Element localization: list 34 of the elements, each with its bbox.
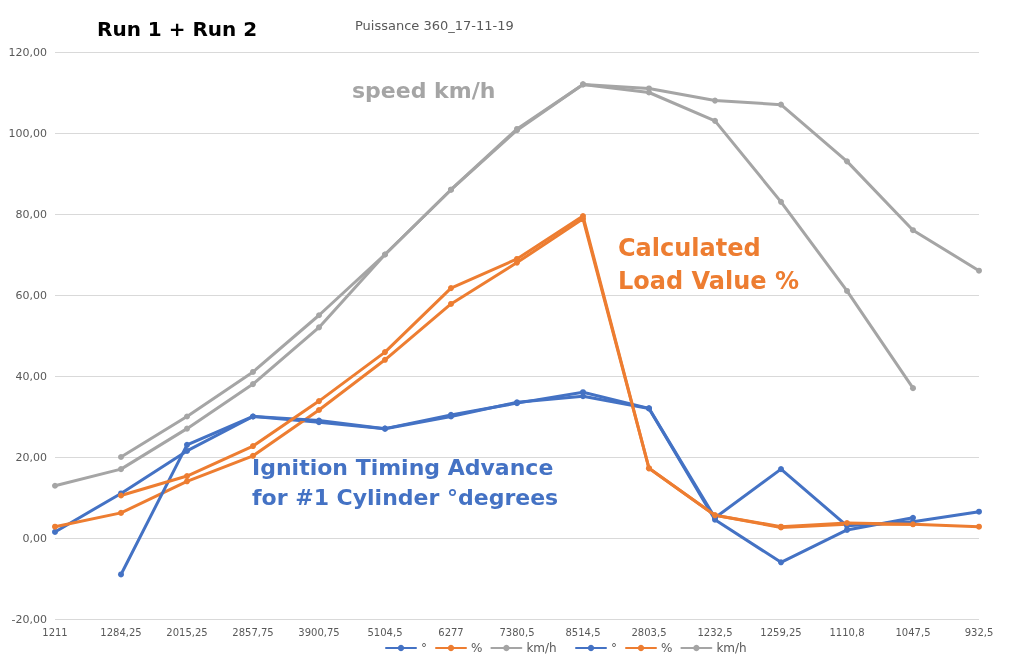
- y-tick-label: 80,00: [15, 207, 47, 221]
- annotation: Calculated Load Value %: [618, 234, 799, 295]
- x-tick-label: 8514,5: [565, 626, 601, 638]
- legend-label: km/h: [716, 641, 747, 655]
- y-tick-label: 60,00: [15, 288, 47, 302]
- y-tick-label: -20,00: [11, 612, 47, 626]
- legend-label: °: [421, 641, 427, 655]
- chart-title: Run 1 + Run 2: [97, 17, 258, 41]
- x-tick-label: 1110,8: [829, 626, 865, 638]
- legend-label: %: [471, 641, 483, 655]
- y-tick-label: 120,00: [8, 45, 47, 59]
- x-tick-label: 1284,25: [100, 626, 142, 638]
- y-tick-label: 0,00: [22, 531, 47, 545]
- x-tick-label: 3900,75: [298, 626, 340, 638]
- x-tick-label: 5104,5: [367, 626, 403, 638]
- x-tick-label: 1047,5: [895, 626, 931, 638]
- y-tick-label: 100,00: [8, 126, 47, 140]
- legend-label: km/h: [526, 641, 557, 655]
- x-tick-label: 932,5: [964, 626, 994, 638]
- x-tick-label: 6277: [438, 626, 464, 638]
- x-tick-label: 2857,75: [232, 626, 274, 638]
- x-tick-label: 2803,5: [631, 626, 667, 638]
- x-tick-label: 1232,5: [697, 626, 733, 638]
- x-tick-label: 1259,25: [760, 626, 802, 638]
- x-tick-label: 7380,5: [499, 626, 535, 638]
- y-tick-label: 20,00: [15, 450, 47, 464]
- chart-subtitle: Puissance 360_17-11-19: [355, 18, 514, 33]
- annotation: Ignition Timing Advance for #1 Cylinder °degrees: [252, 455, 559, 511]
- legend-label: %: [661, 641, 673, 655]
- legend-label: °: [611, 641, 617, 655]
- annotation: speed km/h: [352, 78, 496, 104]
- y-tick-label: 40,00: [15, 369, 47, 383]
- x-tick-label: 1211: [42, 626, 68, 638]
- x-tick-label: 2015,25: [166, 626, 208, 638]
